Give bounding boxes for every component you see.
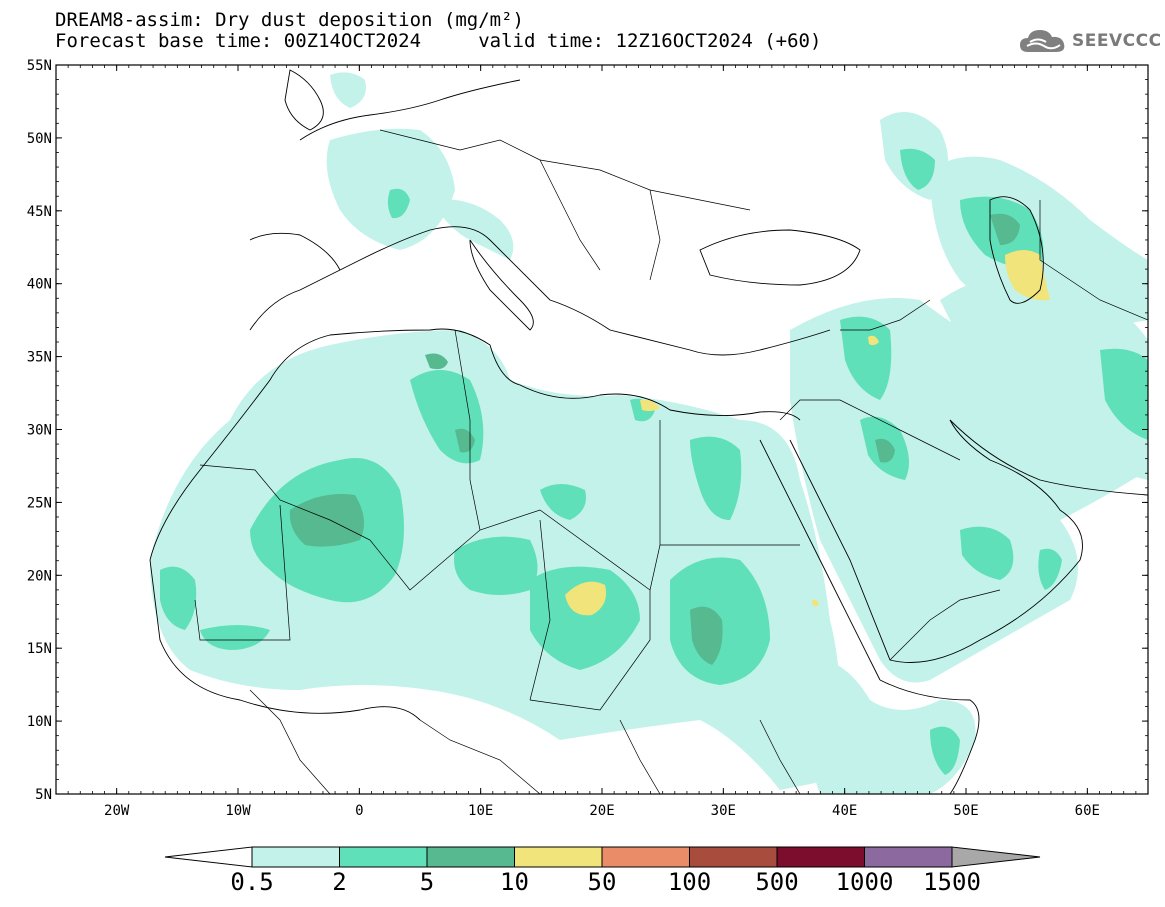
colorbar-segment [339, 846, 428, 868]
lat-label: 10N [27, 714, 52, 730]
lon-label: 20W [104, 803, 130, 819]
colorbar-label: 500 [755, 868, 798, 896]
lat-label: 30N [27, 423, 52, 439]
colorbar-under-triangle [164, 846, 253, 868]
coastlines [149, 69, 1148, 794]
colorbar-segment [251, 846, 340, 868]
colorbar-label: 50 [588, 868, 617, 896]
lon-label: 10W [225, 803, 251, 819]
lon-label: 30E [711, 803, 736, 819]
logo-text: SEEVCCC [1072, 31, 1162, 51]
longitude-axis: 20W 10W 0 10E 20E 30E 40E 50E 60E [55, 65, 1149, 819]
deposition-level-1 [150, 72, 1148, 794]
lat-label: 25N [27, 495, 52, 511]
cloud-logo-icon [1020, 30, 1065, 52]
lon-label: 40E [832, 803, 857, 819]
lat-label: 35N [27, 350, 52, 366]
colorbar-label: 100 [668, 868, 711, 896]
lon-label: 20E [589, 803, 614, 819]
colorbar-label: 2 [332, 868, 346, 896]
colorbar-segment [601, 846, 690, 868]
lon-label: 10E [468, 803, 493, 819]
colorbar-label: 5 [420, 868, 434, 896]
colorbar-segment [689, 846, 778, 868]
colorbar: 0.5 2 5 10 50 100 500 1000 1500 [164, 846, 1041, 896]
forecast-time-info: Forecast base time: 00Z14OCT2024 valid t… [55, 30, 822, 52]
lat-label: 50N [27, 131, 52, 147]
seevccc-logo: SEEVCCC [1018, 26, 1162, 56]
colorbar-over-triangle [951, 846, 1041, 868]
colorbar-label: 1000 [836, 868, 894, 896]
map-title: DREAM8-assim: Dry dust deposition (mg/m²… [55, 9, 524, 31]
lon-label: 60E [1075, 803, 1100, 819]
deposition-level-3 [289, 213, 1020, 665]
colorbar-label: 0.5 [230, 868, 273, 896]
colorbar-segment [864, 846, 953, 868]
deposition-level-4 [565, 250, 1050, 616]
lat-label: 45N [27, 204, 52, 220]
lat-label: 20N [27, 568, 52, 584]
lon-label: 50E [953, 803, 978, 819]
colorbar-segment [776, 846, 865, 868]
country-borders [194, 129, 1148, 794]
lat-label: 40N [27, 277, 52, 293]
colorbar-segment [514, 846, 603, 868]
lat-label: 5N [35, 787, 52, 803]
lat-label: 55N [27, 58, 52, 74]
colorbar-label: 10 [500, 868, 529, 896]
lon-label: 0 [355, 803, 363, 819]
colorbar-label: 1500 [923, 868, 981, 896]
latitude-axis: 55N 50N 45N 40N 35N 30N 25N 20N 15N 10N 5N [27, 58, 1148, 803]
lat-label: 15N [27, 641, 52, 657]
colorbar-segment [426, 846, 515, 868]
